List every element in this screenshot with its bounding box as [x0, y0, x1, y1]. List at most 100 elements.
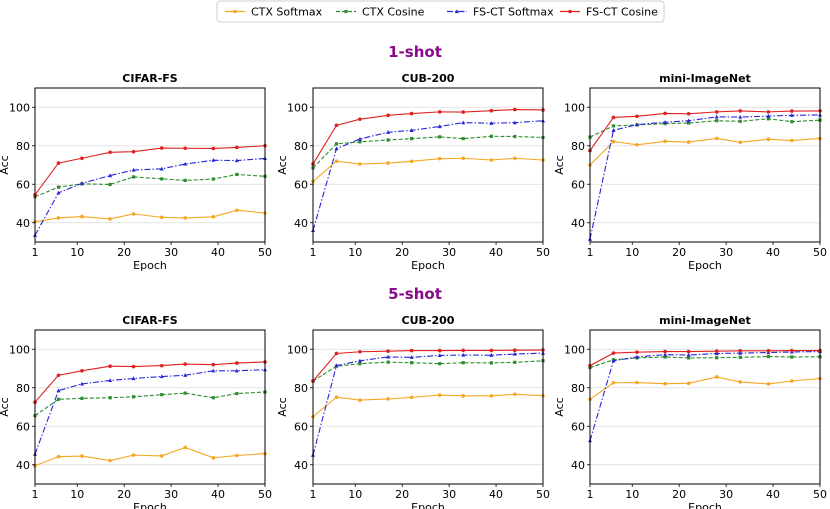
data-point [489, 158, 494, 162]
data-point [358, 140, 362, 144]
data-point [131, 364, 136, 369]
data-point [738, 355, 742, 359]
x-tick-label: 30 [442, 488, 456, 501]
data-point [108, 150, 112, 155]
data-point [686, 349, 691, 354]
data-point [211, 146, 216, 151]
data-point [386, 354, 391, 359]
x-tick-label: 40 [211, 246, 225, 259]
x-tick-label: 40 [489, 246, 503, 259]
data-point [386, 138, 390, 142]
data-point [235, 453, 239, 458]
data-point [437, 393, 442, 397]
data-point [663, 381, 667, 386]
data-point [131, 395, 136, 399]
series-line [312, 360, 544, 382]
series-ctx-softmax [588, 136, 822, 167]
data-point [461, 120, 466, 125]
chart-title: CIFAR-FS [122, 72, 177, 85]
series-line [34, 361, 266, 403]
legend-item-fs-ct-softmax: FS-CT Softmax [447, 6, 554, 19]
data-point [714, 351, 719, 356]
series-fs-ct-softmax [588, 349, 822, 443]
data-point [437, 348, 442, 353]
y-tick-label: 40 [294, 217, 308, 230]
x-tick-label: 1 [587, 488, 594, 501]
data-point [611, 128, 616, 132]
x-tick-label: 10 [70, 246, 84, 259]
x-axis-label: Epoch [688, 501, 722, 509]
y-tick-label: 80 [294, 140, 308, 153]
x-tick-label: 10 [625, 488, 639, 501]
data-point [56, 373, 61, 378]
y-axis-label: Acc [553, 155, 566, 174]
data-point [183, 178, 187, 182]
data-point [183, 373, 188, 377]
x-tick-label: 50 [813, 488, 827, 501]
data-point [80, 214, 84, 219]
x-axis-label: Epoch [411, 501, 445, 509]
data-point [513, 134, 517, 139]
data-point [409, 137, 414, 141]
data-point [686, 118, 691, 123]
chart-panel-1-shot-cifar-fs: 1 10 20 30 40 50 40 60 80 100 CIFAR-FS Epoch Acc [0, 72, 272, 272]
data-point [131, 175, 136, 179]
legend-item-ctx-cosine: CTX Cosine [336, 6, 425, 19]
y-tick-label: 80 [16, 382, 30, 395]
chart-panel-5-shot-mini-imagenet: 1 10 20 30 40 50 40 60 80 100 mini-ImageNet Epoch Ac… [553, 314, 827, 509]
data-point [766, 117, 770, 121]
series-fs-ct-cosine [33, 143, 267, 197]
data-point [211, 368, 216, 373]
data-point [663, 349, 667, 354]
series-line [312, 349, 544, 382]
data-point [235, 172, 239, 177]
chart-panel-5-shot-cub-200: 1 10 20 30 40 50 40 60 80 100 CUB-200 Epoch Acc [276, 314, 550, 509]
data-point [131, 149, 136, 154]
data-point [635, 114, 639, 119]
data-point [714, 110, 719, 114]
data-point [56, 216, 61, 220]
data-point [715, 356, 719, 360]
data-point [738, 350, 743, 355]
data-point [234, 158, 239, 163]
data-point [686, 381, 691, 386]
y-tick-label: 100 [9, 343, 30, 356]
legend-item-fs-ct-cosine: FS-CT Cosine [560, 6, 658, 19]
data-point [358, 398, 362, 402]
y-tick-label: 60 [571, 420, 585, 433]
x-tick-label: 20 [395, 488, 409, 501]
data-point [738, 140, 743, 145]
data-point [79, 381, 84, 386]
data-point [80, 156, 84, 161]
data-point [131, 453, 136, 457]
data-point [386, 130, 391, 134]
data-point [108, 217, 112, 221]
data-point [790, 120, 794, 124]
y-tick-label: 60 [294, 178, 308, 191]
series-ctx-cosine [311, 134, 545, 170]
x-tick-label: 50 [813, 246, 827, 259]
data-point [56, 185, 61, 189]
chart-title: CIFAR-FS [122, 314, 177, 327]
data-point [409, 355, 414, 359]
data-point [409, 348, 414, 353]
x-tick-label: 40 [766, 246, 780, 259]
legend-label: FS-CT Cosine [586, 6, 658, 19]
data-point [80, 396, 84, 400]
series-fs-ct-softmax [33, 156, 267, 237]
series-ctx-cosine [33, 172, 267, 199]
x-tick-label: 1 [587, 246, 594, 259]
data-point [334, 123, 339, 128]
data-point [56, 190, 61, 195]
data-point [513, 156, 517, 161]
series-line [312, 393, 544, 418]
data-point [790, 109, 794, 113]
data-point [461, 156, 466, 161]
data-point [108, 458, 112, 463]
data-point [635, 380, 639, 385]
y-tick-label: 100 [287, 343, 308, 356]
y-axis-label: Acc [553, 397, 566, 416]
series-fs-ct-cosine [311, 107, 545, 166]
data-point [211, 157, 216, 162]
